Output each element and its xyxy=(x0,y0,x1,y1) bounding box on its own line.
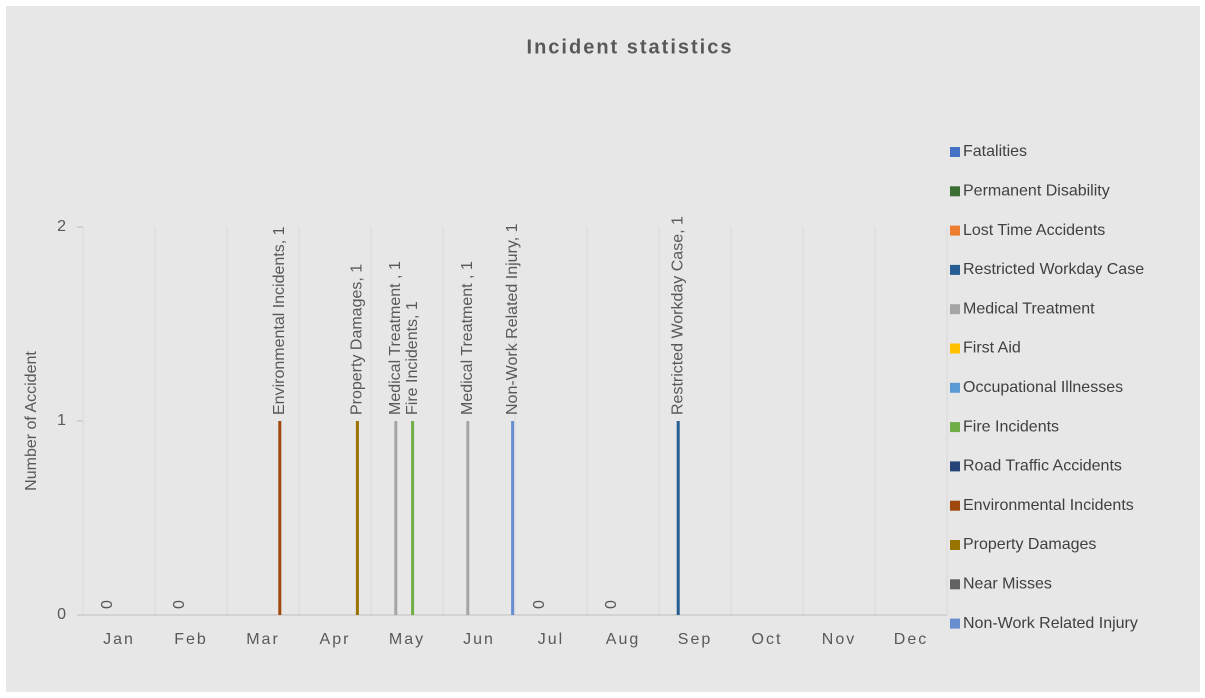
data-label: Environmental Incidents, 1 xyxy=(271,226,288,415)
x-tick-label: Nov xyxy=(822,631,856,648)
legend-label: First Aid xyxy=(963,340,1021,357)
y-tick-label: 0 xyxy=(57,606,66,623)
x-tick-label: Feb xyxy=(174,631,208,648)
legend-swatch xyxy=(950,225,960,236)
legend-swatch xyxy=(950,382,960,393)
legend-label: Environmental Incidents xyxy=(963,497,1134,514)
legend-swatch xyxy=(950,186,960,197)
bar xyxy=(411,421,415,615)
data-label: Non-Work Related Injury, 1 xyxy=(504,223,521,415)
data-label: 0 xyxy=(603,600,620,609)
legend-label: Fatalities xyxy=(963,143,1027,160)
x-tick-label: Jul xyxy=(538,631,564,648)
chart-background xyxy=(6,6,1200,692)
bar xyxy=(676,421,680,615)
legend-swatch xyxy=(950,500,960,511)
legend-swatch xyxy=(950,343,960,354)
legend-label: Permanent Disability xyxy=(963,183,1110,200)
legend-swatch xyxy=(950,422,960,433)
data-label: 0 xyxy=(531,600,548,609)
y-axis-label: Number of Accident xyxy=(23,351,40,491)
data-label: Medical Treatment , 1 xyxy=(387,261,404,415)
legend-label: Property Damages xyxy=(963,536,1096,553)
legend-label: Restricted Workday Case xyxy=(963,261,1144,278)
legend-swatch xyxy=(950,618,960,629)
legend-label: Near Misses xyxy=(963,576,1052,593)
x-tick-label: Mar xyxy=(246,631,280,648)
legend-label: Fire Incidents xyxy=(963,418,1059,435)
data-label: Property Damages, 1 xyxy=(349,264,366,415)
x-tick-label: May xyxy=(389,631,425,648)
y-tick-label: 1 xyxy=(57,412,66,429)
legend-swatch xyxy=(950,540,960,550)
x-tick-label: Oct xyxy=(752,631,783,648)
bar xyxy=(394,421,398,615)
data-label: Medical Treatment , 1 xyxy=(459,261,476,415)
legend-label: Road Traffic Accidents xyxy=(963,458,1122,475)
legend-swatch xyxy=(950,461,960,472)
legend-label: Occupational Illnesses xyxy=(963,379,1123,396)
legend-swatch xyxy=(950,579,960,590)
bar xyxy=(355,421,359,615)
legend-swatch xyxy=(950,304,960,315)
x-tick-label: Jun xyxy=(463,631,495,648)
x-tick-label: Jan xyxy=(103,631,135,648)
bar xyxy=(278,421,282,615)
data-label: 0 xyxy=(99,600,116,609)
bar xyxy=(511,421,515,615)
y-tick-label: 2 xyxy=(57,218,66,235)
legend-swatch xyxy=(950,147,960,157)
x-tick-label: Dec xyxy=(894,631,928,648)
x-tick-label: Sep xyxy=(678,631,712,648)
x-tick-label: Aug xyxy=(606,631,640,648)
legend-label: Lost Time Accidents xyxy=(963,222,1105,239)
chart-title: Incident statistics xyxy=(527,36,734,58)
bar xyxy=(466,421,470,615)
data-label: Restricted Workday Case, 1 xyxy=(669,216,686,415)
legend-label: Medical Treatment xyxy=(963,300,1095,317)
data-label: Fire Incidents, 1 xyxy=(404,301,421,415)
x-tick-label: Apr xyxy=(320,631,351,648)
legend-swatch xyxy=(950,264,960,275)
data-label: 0 xyxy=(171,600,188,609)
legend-label: Non-Work Related Injury xyxy=(963,615,1138,632)
